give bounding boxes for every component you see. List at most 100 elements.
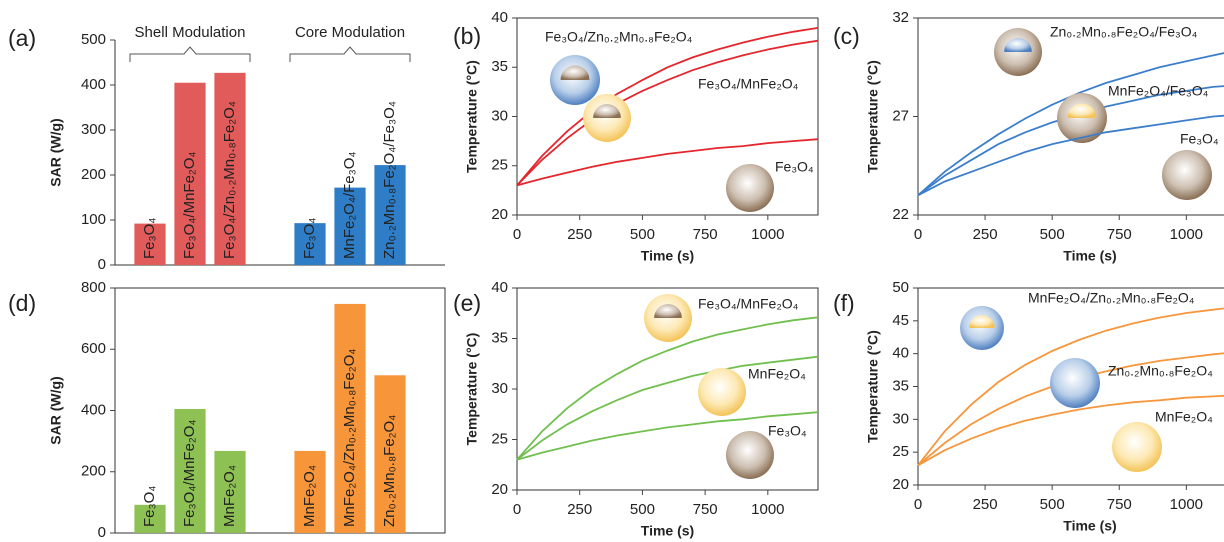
bar-category-label: Fe₃O₄/MnFe₂O₄ — [181, 151, 198, 259]
panel-label: (c) — [833, 23, 860, 49]
particle-icon — [1112, 422, 1162, 472]
x-tick-label: 0 — [513, 501, 521, 518]
y-tick-label: 20 — [491, 206, 508, 223]
y-tick-label: 40 — [491, 279, 508, 296]
bar-category-label: MnFe₂O₄ — [221, 465, 238, 527]
y-tick-label: 20 — [491, 481, 508, 498]
y-tick-label: 400 — [81, 76, 106, 93]
y-tick-label: 600 — [81, 340, 106, 357]
series-label: MnFe₂O₄/Zn₀.₂Mn₀.₈Fe₂O₄ — [1028, 290, 1195, 306]
series-label: Fe₃O₄/MnFe₂O₄ — [698, 76, 799, 92]
y-tick-label: 30 — [892, 410, 909, 427]
y-tick-label: 45 — [892, 312, 909, 329]
series-label: MnFe₂O₄ — [748, 366, 806, 382]
bar-category-label: Zn₀.₂Mn₀.₈Fe₂O₄/Fe₃O₄ — [381, 101, 398, 259]
group-brace — [290, 47, 410, 62]
y-tick-label: 0 — [98, 524, 106, 541]
y-tick-label: 100 — [81, 211, 106, 228]
particle-icon — [698, 368, 746, 416]
particle-icon — [726, 431, 774, 479]
panel-label: (f) — [833, 290, 855, 316]
bar-category-label: MnFe₂O₄ — [301, 465, 318, 527]
x-tick-label: 250 — [567, 226, 592, 243]
x-tick-label: 750 — [1107, 496, 1132, 513]
x-tick-label: 500 — [1040, 496, 1065, 513]
series-label: Fe₃O₄/Zn₀.₂Mn₀.₈Fe₂O₄ — [545, 29, 693, 45]
x-tick-label: 750 — [693, 501, 718, 518]
bar-category-label: Zn₀.₂Mn₀.₈Fe₂O₄ — [381, 415, 398, 527]
y-axis-title: Temperature (°C) — [865, 60, 881, 173]
x-tick-label: 500 — [1040, 226, 1065, 243]
y-tick-label: 32 — [892, 9, 909, 26]
particle-icon — [726, 164, 774, 212]
bar-category-label: Fe₃O₄ — [141, 486, 158, 527]
bar-category-label: Fe₃O₄ — [141, 218, 158, 259]
y-tick-label: 30 — [491, 107, 508, 124]
x-axis-title: Time (s) — [641, 523, 694, 539]
series-label: Zn₀.₂Mn₀.₈Fe₂O₄ — [1108, 363, 1213, 379]
x-tick-label: 500 — [630, 226, 655, 243]
bar-category-label: MnFe₂O₄/Zn₀.₂Mn₀.₈Fe₂O₄ — [341, 349, 358, 527]
y-tick-label: 25 — [892, 443, 909, 460]
y-axis-title: SAR (W/g) — [48, 376, 64, 444]
y-tick-label: 50 — [892, 279, 909, 296]
x-tick-label: 1000 — [1170, 226, 1203, 243]
series-label: Fe₃O₄/MnFe₂O₄ — [698, 296, 799, 312]
y-tick-label: 20 — [892, 476, 909, 493]
y-tick-label: 0 — [98, 256, 106, 273]
y-axis-title: SAR (W/g) — [48, 118, 64, 186]
x-tick-label: 250 — [973, 226, 998, 243]
y-tick-label: 400 — [81, 401, 106, 418]
series-label: MnFe₂O₄/Fe₃O₄ — [1108, 83, 1209, 99]
y-tick-label: 800 — [81, 279, 106, 296]
line-series — [517, 28, 818, 186]
figure: 0100200300400500SAR (W/g)Fe₃O₄Fe₃O₄/MnFe… — [0, 0, 1224, 542]
bar-category-label: MnFe₂O₄/Fe₃O₄ — [341, 151, 358, 259]
panel-label: (e) — [453, 290, 481, 316]
y-tick-label: 200 — [81, 463, 106, 480]
group-label: Core Modulation — [295, 24, 405, 41]
y-tick-label: 25 — [491, 157, 508, 174]
x-tick-label: 500 — [630, 501, 655, 518]
group-label: Shell Modulation — [135, 24, 246, 41]
y-tick-label: 200 — [81, 166, 106, 183]
panel-label: (d) — [8, 290, 36, 316]
x-tick-label: 0 — [914, 496, 922, 513]
series-label: Fe₃O₄ — [768, 423, 807, 439]
y-tick-label: 35 — [491, 329, 508, 346]
series-label: Fe₃O₄ — [1180, 131, 1219, 147]
y-tick-label: 22 — [892, 206, 909, 223]
y-tick-label: 40 — [892, 345, 909, 362]
y-tick-label: 40 — [491, 9, 508, 26]
y-tick-label: 30 — [491, 380, 508, 397]
x-tick-label: 750 — [693, 226, 718, 243]
x-tick-label: 1000 — [751, 501, 784, 518]
particle-icon — [1162, 150, 1212, 200]
panel-label: (a) — [8, 25, 36, 51]
bar-category-label: Fe₃O₄/MnFe₂O₄ — [181, 419, 198, 527]
y-tick-label: 500 — [81, 31, 106, 48]
y-axis-title: Temperature (°C) — [464, 60, 480, 173]
y-axis-title: Temperature (°C) — [865, 330, 881, 443]
x-axis-title: Time (s) — [1063, 248, 1116, 264]
series-label: MnFe₂O₄ — [1155, 409, 1213, 425]
x-tick-label: 1000 — [751, 226, 784, 243]
bar-category-label: Fe₃O₄/Zn₀.₂Mn₀.₈Fe₂O₄ — [221, 101, 238, 259]
y-tick-label: 27 — [892, 107, 909, 124]
bar-category-label: Fe₃O₄ — [301, 218, 318, 259]
y-tick-label: 25 — [491, 430, 508, 447]
x-tick-label: 0 — [513, 226, 521, 243]
y-tick-label: 35 — [892, 377, 909, 394]
series-label: Fe₃O₄ — [775, 159, 814, 175]
x-tick-label: 750 — [1107, 226, 1132, 243]
y-axis-title: Temperature (°C) — [464, 333, 480, 446]
line-series — [517, 139, 818, 185]
x-tick-label: 250 — [973, 496, 998, 513]
y-tick-label: 300 — [81, 121, 106, 138]
series-label: Zn₀.₂Mn₀.₈Fe₂O₄/Fe₃O₄ — [1050, 24, 1198, 40]
x-tick-label: 250 — [567, 501, 592, 518]
particle-icon — [1050, 358, 1100, 408]
x-tick-label: 0 — [914, 226, 922, 243]
y-tick-label: 35 — [491, 58, 508, 75]
panel-label: (b) — [453, 23, 481, 49]
